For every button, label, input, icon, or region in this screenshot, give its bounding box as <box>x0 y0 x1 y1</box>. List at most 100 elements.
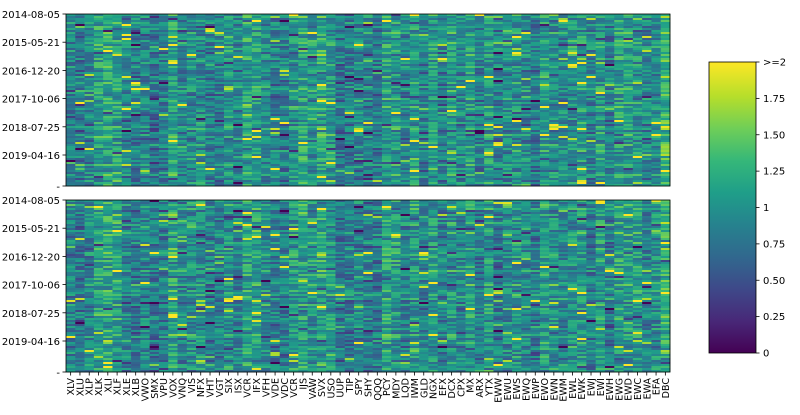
heatmap-cell <box>567 18 578 21</box>
heatmap-cell <box>168 150 178 153</box>
heatmap-cell <box>84 120 95 123</box>
heatmap-cell <box>242 124 253 127</box>
heatmap-cell <box>595 72 606 75</box>
heatmap-cell <box>307 118 318 121</box>
heatmap-cell <box>437 88 448 91</box>
heatmap-cell <box>242 84 253 87</box>
heatmap-cell <box>474 88 485 91</box>
heatmap-cell <box>335 94 346 97</box>
heatmap-cell <box>567 102 578 105</box>
heatmap-cell <box>595 40 606 43</box>
heatmap-cell <box>493 160 504 163</box>
heatmap-cell <box>335 140 346 143</box>
heatmap-cell <box>604 90 615 93</box>
heatmap-cell <box>307 42 318 45</box>
heatmap-cell <box>512 30 522 33</box>
heatmap-cell <box>279 16 290 19</box>
heatmap-cell <box>158 46 169 49</box>
heatmap-cell <box>158 32 169 35</box>
heatmap-cell <box>549 132 559 135</box>
heatmap-cell <box>196 116 206 119</box>
heatmap-cell <box>530 44 541 47</box>
heatmap-cell <box>177 32 188 35</box>
heatmap-cell <box>549 156 559 159</box>
heatmap-cell <box>446 118 457 121</box>
heatmap-cell <box>261 154 271 157</box>
heatmap-cell <box>93 78 104 81</box>
heatmap-cell <box>474 90 485 93</box>
heatmap-cell <box>112 150 123 153</box>
heatmap-cell <box>521 38 531 41</box>
heatmap-cell <box>140 54 150 57</box>
heatmap-cell <box>623 74 634 77</box>
heatmap-cell <box>140 156 150 159</box>
heatmap-cell <box>484 150 494 153</box>
heatmap-cell <box>604 94 615 97</box>
heatmap-cell <box>660 152 671 155</box>
heatmap-cell <box>121 114 132 117</box>
heatmap-cell <box>186 104 197 107</box>
heatmap-cell <box>344 102 355 105</box>
heatmap-cell <box>456 132 466 135</box>
heatmap-cell <box>196 94 206 97</box>
heatmap-cell <box>539 156 550 159</box>
heatmap-cell <box>651 94 662 97</box>
heatmap-cell <box>474 118 485 121</box>
heatmap-cell <box>660 44 671 47</box>
heatmap-cell <box>558 64 569 67</box>
heatmap-cell <box>632 80 643 83</box>
heatmap-cell <box>549 166 559 169</box>
heatmap-cell <box>177 114 188 117</box>
heatmap-cell <box>270 162 281 165</box>
heatmap-cell <box>549 46 559 49</box>
heatmap-cell <box>121 58 132 61</box>
heatmap-cell <box>121 36 132 39</box>
heatmap-cell <box>242 58 253 61</box>
heatmap-cell <box>484 54 494 57</box>
heatmap-cell <box>214 66 225 69</box>
heatmap-cell <box>261 164 271 167</box>
heatmap-cell <box>614 136 624 139</box>
heatmap-cell <box>251 54 262 57</box>
heatmap-cell <box>363 108 373 111</box>
heatmap-cell <box>660 112 671 115</box>
heatmap-cell <box>409 110 420 113</box>
heatmap-cell <box>354 136 364 139</box>
heatmap-cell <box>168 68 178 71</box>
heatmap-cell <box>623 132 634 135</box>
heatmap-cell <box>149 154 160 157</box>
heatmap-cell <box>642 84 652 87</box>
heatmap-cell <box>326 44 336 47</box>
heatmap-cell <box>642 144 652 147</box>
heatmap-cell <box>419 106 429 109</box>
heatmap-cell <box>214 120 225 123</box>
heatmap-cell <box>549 162 559 165</box>
heatmap-cell <box>335 62 346 65</box>
heatmap-cell <box>400 142 411 145</box>
heatmap-cell <box>577 154 587 157</box>
heatmap-cell <box>409 30 420 33</box>
heatmap-cell <box>363 58 373 61</box>
heatmap-cell <box>326 50 336 53</box>
heatmap-cell <box>289 32 299 35</box>
heatmap-cell <box>539 122 550 125</box>
heatmap-cell <box>632 150 643 153</box>
heatmap-cell <box>428 116 439 119</box>
heatmap-cell <box>316 78 327 81</box>
heatmap-cell <box>326 26 336 29</box>
heatmap-cell <box>131 30 141 33</box>
heatmap-cell <box>84 42 95 45</box>
heatmap-cell <box>409 136 420 139</box>
heatmap-cell <box>214 32 225 35</box>
heatmap-cell <box>391 140 401 143</box>
heatmap-cell <box>446 42 457 45</box>
heatmap-cell <box>400 90 411 93</box>
heatmap-cell <box>66 60 76 63</box>
heatmap-cell <box>660 142 671 145</box>
heatmap-cell <box>660 70 671 73</box>
heatmap-cell <box>242 134 253 137</box>
heatmap-cell <box>326 136 336 139</box>
heatmap-cell <box>121 142 132 145</box>
heatmap-cell <box>549 28 559 31</box>
heatmap-cell <box>372 38 383 41</box>
